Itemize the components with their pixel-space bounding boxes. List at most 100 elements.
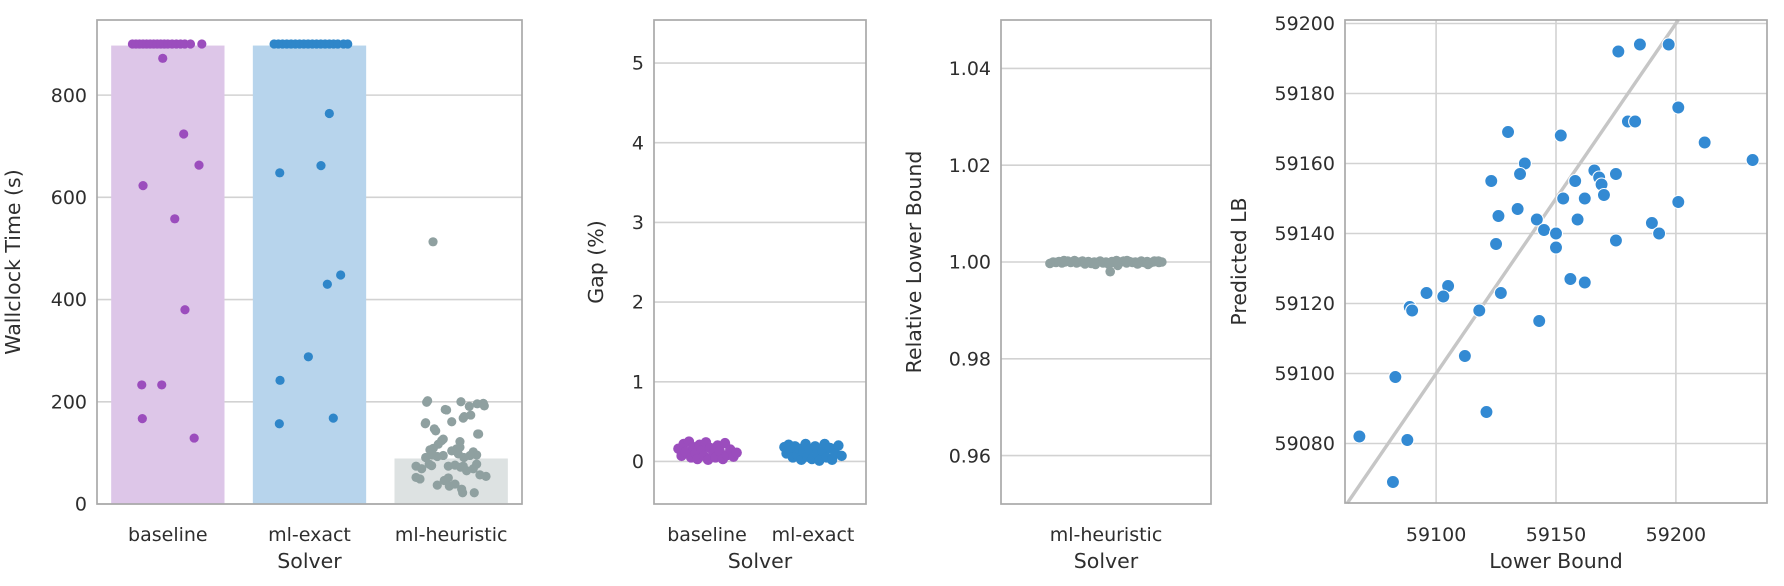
strip-point [275,168,285,178]
ytick-label: 3 [632,212,644,234]
x-axis-label: Solver [277,549,342,573]
scatter-point [1491,208,1506,224]
xtick-category-label: ml-heuristic [395,524,508,546]
ytick-label: 1.04 [949,58,991,80]
scatter-point [1671,100,1686,115]
strip-point [456,397,466,407]
scatter-point [1556,191,1571,206]
plot-frame [1344,19,1768,504]
strip-point [833,440,844,451]
strip-point [316,161,326,171]
strip-point [274,419,284,429]
scatter-point [1745,152,1760,168]
scatter-point [1548,226,1564,241]
scatter-point [1611,44,1626,59]
scatter-point [1388,369,1403,385]
ytick-label: 0.98 [949,348,991,370]
x-axis-label: Solver [728,549,793,573]
scatter-point [1385,474,1401,490]
scatter-point [1405,303,1420,318]
ytick-label: 0.96 [949,445,991,467]
strip-point [137,380,147,390]
ytick-label: 59160 [1275,153,1335,175]
strip-point [158,53,168,63]
strip-point [157,380,167,390]
strip-point [322,279,332,289]
strip-point [179,129,189,139]
ytick-label: 0 [632,451,644,473]
scatter-point [1500,124,1516,140]
y-axis-label: Relative Lower Bound [902,151,926,374]
strip-point [185,39,196,49]
strip-point [1059,255,1069,266]
scatter-point [1628,114,1643,129]
strip-point [1105,266,1115,277]
ytick-label: 59080 [1275,433,1335,455]
scatter-point [1570,212,1585,227]
strip-point [472,399,482,409]
scatter-point [1608,166,1623,182]
scatter-point [1536,222,1552,238]
strip-point [458,488,468,498]
strip-point [1122,255,1132,266]
scatter-point [1472,303,1487,318]
strip-point [1111,255,1122,266]
strip-point [137,414,147,424]
strip-point [442,405,452,415]
scatter-point [1671,194,1686,210]
strip-point [464,401,474,411]
strip-point [431,426,441,436]
scatter-point [1512,166,1528,182]
scatter-point [1489,236,1504,252]
strip-point [444,481,454,491]
ytick-label: 59180 [1275,83,1335,105]
scatter-point [1484,173,1499,189]
strip-point [474,429,484,439]
ytick-label: 59140 [1275,223,1335,245]
y-axis-label: Predicted LB [1227,197,1251,325]
strip-point [138,180,148,191]
strip-point [417,464,427,474]
strip-point [415,474,425,484]
xtick-label: 59100 [1406,524,1466,546]
scatter-point [1563,271,1578,287]
ytick-label: 200 [51,391,87,413]
strip-point [422,397,432,407]
strip-point [472,450,482,460]
xtick-category-label: ml-exact [772,524,855,546]
y-axis-label: Wallclock Time (s) [1,169,25,354]
ytick-label: 1 [632,371,644,393]
ytick-label: 59200 [1275,13,1335,35]
xtick-category-label: ml-exact [268,524,351,546]
strip-point [443,461,453,471]
scatter-point [1596,187,1612,203]
strip-point [1149,256,1160,266]
scatter-point [1577,275,1592,290]
scatter-point [1436,289,1451,304]
ytick-label: 1.02 [949,155,991,177]
scatter-point [1568,173,1583,189]
strip-point [447,417,457,427]
ytick-label: 1.00 [949,252,991,274]
ytick-label: 0 [75,494,87,516]
scatter-point [1608,233,1623,248]
strip-point [731,447,742,458]
scatter-point [1532,313,1547,329]
scatter-point [1661,37,1676,52]
plot-frame [1000,19,1212,505]
strip-point [427,461,437,471]
strip-point [336,270,346,280]
bar-ml-exact [252,45,367,504]
strip-point [275,375,285,385]
strip-point [303,352,313,362]
scatter-point [1419,285,1434,301]
strip-point [479,401,489,411]
ytick-label: 4 [632,132,644,154]
strip-point [328,413,338,423]
strip-point [1090,259,1101,270]
plot-frame [96,19,523,505]
ytick-label: 59100 [1275,363,1335,385]
ytick-label: 5 [632,53,644,75]
scatter-point [1548,240,1564,255]
